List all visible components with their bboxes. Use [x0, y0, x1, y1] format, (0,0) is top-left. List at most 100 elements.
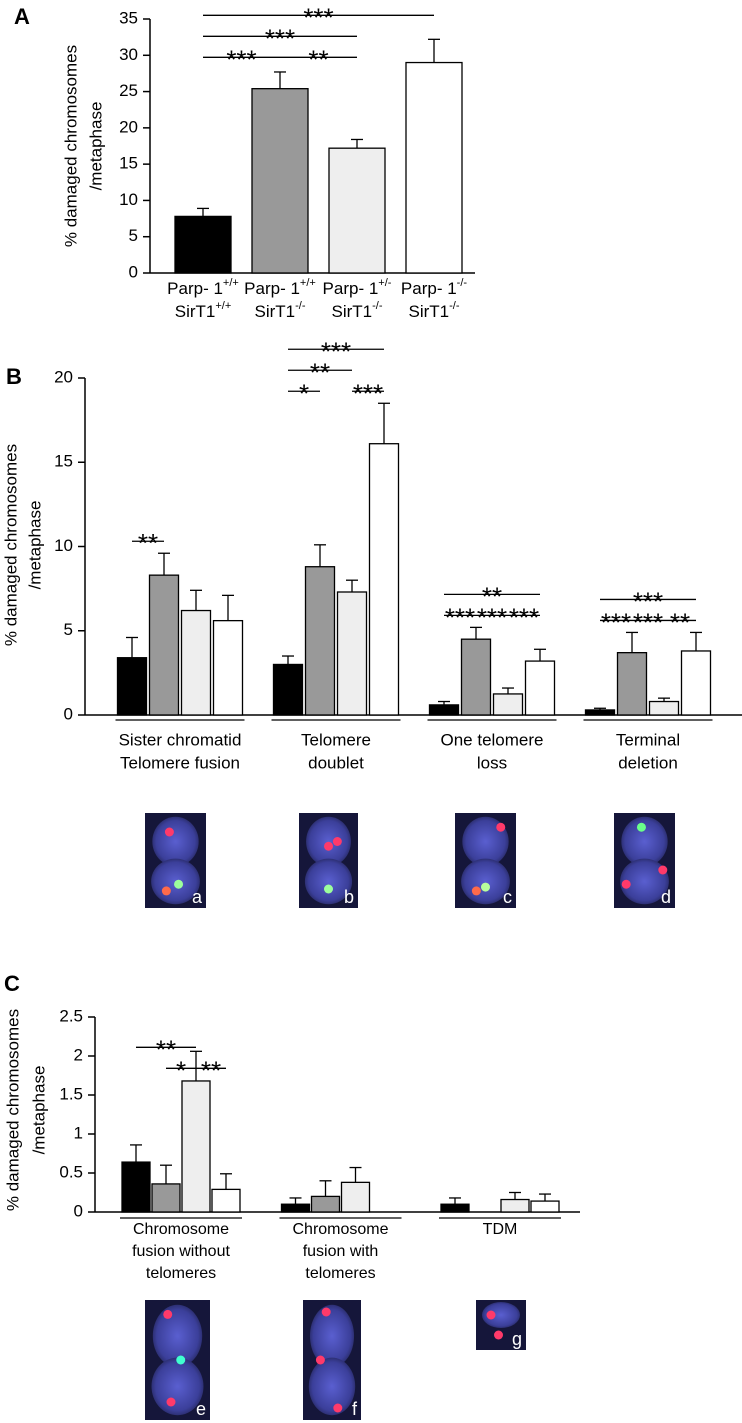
bar [524, 660, 556, 716]
cell [309, 1304, 355, 1368]
signal [333, 1403, 343, 1413]
cell [151, 1357, 204, 1416]
x-tick-label: telomeres [146, 1265, 216, 1282]
y-tick-label: 10 [54, 536, 73, 555]
bar [405, 61, 463, 274]
micrograph [299, 813, 358, 908]
signal [174, 879, 184, 889]
category-text: SirT1 [408, 302, 449, 321]
y-tick-label: 10 [119, 190, 138, 209]
bar [680, 650, 712, 716]
bar [440, 1203, 470, 1213]
category-superscript: +/+ [223, 277, 239, 289]
signal [496, 822, 506, 832]
bar [368, 443, 400, 716]
image-label: d [661, 887, 671, 907]
y-tick-label: 1.5 [59, 1084, 83, 1103]
category-superscript: -/- [449, 300, 460, 312]
x-tick-label: Parp- 1-/- [401, 277, 467, 299]
x-tick-label: telomeres [305, 1265, 375, 1282]
y-tick-label: 15 [54, 452, 73, 471]
bar [530, 1200, 560, 1213]
bar [151, 1183, 181, 1213]
significance-stars: ** [308, 44, 328, 74]
cell [620, 858, 669, 905]
significance-stars: * [299, 378, 309, 408]
x-tick-label: SirT1-/- [254, 300, 305, 322]
cell [152, 1304, 203, 1368]
signal [315, 1355, 325, 1365]
bar [116, 657, 148, 716]
micrograph [476, 1300, 526, 1350]
bar [180, 609, 212, 716]
y-tick-label: 15 [119, 154, 138, 173]
bar [174, 215, 232, 274]
significance-stars: *** [601, 607, 631, 637]
image-label: a [192, 887, 203, 907]
bar [492, 693, 524, 716]
significance-stars: *** [265, 23, 295, 53]
cell [152, 816, 199, 867]
x-tick-label: loss [477, 753, 507, 772]
y-tick-label: 20 [119, 117, 138, 136]
bar [251, 88, 309, 274]
bar [500, 1198, 530, 1213]
signal [481, 882, 490, 892]
x-tick-label: Parp- 1+/+ [167, 277, 239, 299]
bar [648, 700, 680, 716]
y-tick-label: 2.5 [59, 1006, 83, 1025]
bar [212, 619, 244, 716]
bar [328, 147, 386, 274]
significance-stars: ** [310, 357, 330, 387]
signal [324, 841, 333, 851]
y-axis-label: /metaphase [29, 1066, 48, 1155]
image-label: e [196, 1399, 206, 1419]
y-tick-label: 1 [74, 1123, 83, 1142]
signal [636, 822, 646, 832]
category-text: Parp- 1 [244, 279, 300, 298]
category-text: SirT1 [254, 302, 295, 321]
y-tick-label: 20 [54, 367, 73, 386]
x-tick-label: Telomere [301, 730, 371, 749]
bar [280, 1203, 311, 1213]
signal [621, 879, 631, 889]
y-axis-label: /metaphase [25, 501, 44, 590]
y-axis-label: % damaged chromosomes [61, 45, 80, 247]
bar [272, 663, 304, 716]
signal [176, 1355, 186, 1365]
signal [332, 837, 342, 846]
x-tick-label: Chromosome [292, 1221, 388, 1238]
image-label: b [344, 887, 354, 907]
image-label: g [512, 1329, 522, 1349]
category-text: Parp- 1 [167, 279, 223, 298]
signal [471, 886, 481, 896]
y-tick-label: 5 [64, 620, 73, 639]
bar [336, 591, 368, 716]
significance-stars: * [176, 1055, 186, 1085]
significance-stars: *** [509, 602, 539, 632]
bar [340, 1181, 371, 1213]
bar [584, 709, 616, 716]
micrograph [145, 813, 206, 908]
category-text: SirT1 [175, 302, 216, 321]
x-tick-label: SirT1-/- [331, 300, 382, 322]
x-tick-label: deletion [618, 753, 678, 772]
significance-stars: ** [201, 1055, 221, 1085]
bar [148, 574, 180, 716]
signal [658, 865, 668, 875]
significance-stars: *** [633, 586, 663, 616]
panel-letter: A [14, 4, 30, 29]
bar [211, 1188, 241, 1213]
bar [121, 1161, 151, 1213]
micrograph [455, 813, 516, 908]
significance-stars: ** [156, 1034, 176, 1064]
micrograph [145, 1300, 210, 1420]
significance-stars: *** [226, 44, 256, 74]
signal [324, 884, 333, 894]
x-tick-label: Parp- 1+/+ [244, 277, 316, 299]
x-tick-label: Parp- 1+/- [323, 277, 392, 299]
x-tick-label: SirT1+/+ [175, 300, 232, 322]
category-superscript: +/- [378, 277, 391, 289]
x-tick-label: TDM [483, 1221, 518, 1238]
